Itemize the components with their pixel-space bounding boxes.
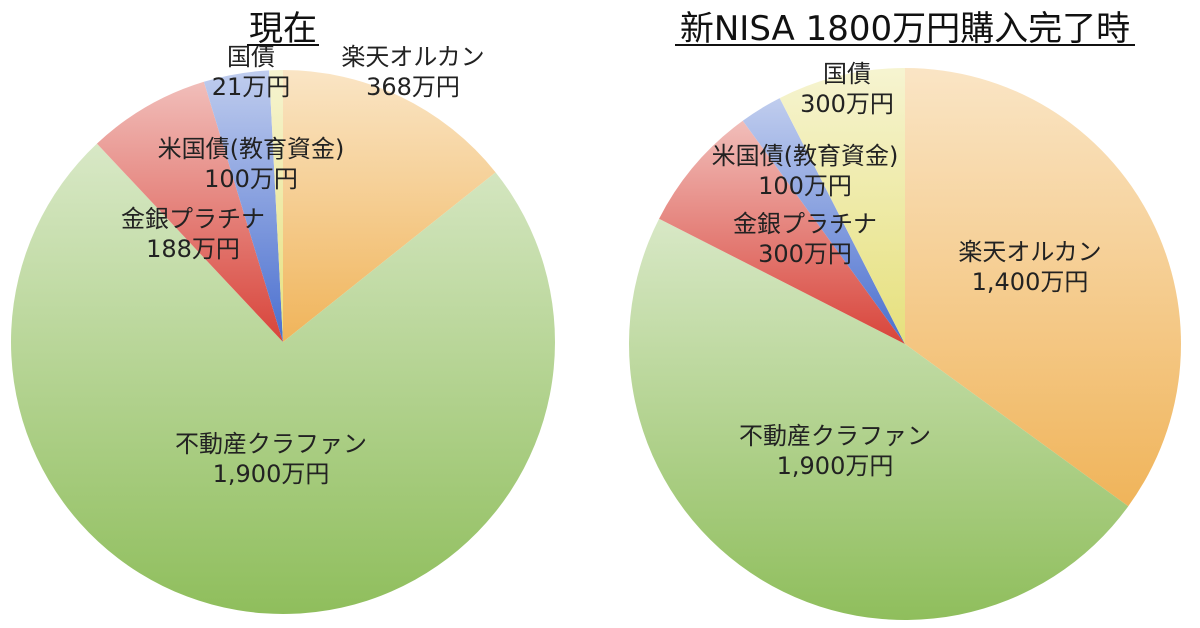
slice-label: 国債 300万円 xyxy=(800,60,894,118)
slice-label: 国債 21万円 xyxy=(212,43,291,101)
slice-value: 100万円 xyxy=(204,165,298,193)
slice-value: 1,400万円 xyxy=(972,268,1089,296)
slice-label: 金銀プラチナ 300万円 xyxy=(733,210,877,268)
slice-value: 100万円 xyxy=(758,172,852,200)
pie-slice xyxy=(203,70,283,343)
slice-name: 米国債(教育資金) xyxy=(712,142,899,170)
slice-name: 不動産クラファン xyxy=(175,430,367,458)
slice-label: 楽天オルカン 368万円 xyxy=(341,43,484,101)
pie-slice xyxy=(779,68,905,344)
slice-label: 不動産クラファン 1,900万円 xyxy=(175,430,367,488)
slice-name: 不動産クラファン xyxy=(739,422,931,450)
slice-value: 300万円 xyxy=(800,90,894,118)
slice-label: 不動産クラファン 1,900万円 xyxy=(739,422,931,480)
slice-name: 金銀プラチナ xyxy=(121,205,265,233)
slice-name: 米国債(教育資金) xyxy=(158,135,345,163)
pie-slice xyxy=(269,70,283,342)
pie-slice xyxy=(628,218,1129,621)
slice-label: 金銀プラチナ 188万円 xyxy=(121,205,265,263)
slice-value: 1,900万円 xyxy=(213,460,330,488)
slice-name: 国債 xyxy=(823,60,871,88)
slice-name: 楽天オルカン xyxy=(958,238,1101,266)
slice-name: 国債 xyxy=(227,43,275,71)
slice-label: 米国債(教育資金) 100万円 xyxy=(158,135,345,193)
slice-value: 300万円 xyxy=(758,240,852,268)
slice-value: 188万円 xyxy=(146,235,240,263)
chart-title: 現在 xyxy=(249,9,317,49)
slice-label: 楽天オルカン 1,400万円 xyxy=(958,238,1101,296)
slice-value: 1,900万円 xyxy=(777,452,894,480)
pie-slice xyxy=(905,68,1182,507)
pie-slice xyxy=(10,143,555,615)
pie-slice xyxy=(742,98,905,344)
chart-title: 新NISA 1800万円購入完了時 xyxy=(680,9,1130,49)
slice-value: 368万円 xyxy=(366,73,460,101)
slice-name: 楽天オルカン xyxy=(341,43,484,71)
slice-label: 米国債(教育資金) 100万円 xyxy=(712,142,899,200)
slice-name: 金銀プラチナ xyxy=(733,210,877,238)
pie-slice xyxy=(96,81,283,342)
pie-slice xyxy=(283,70,496,342)
slice-value: 21万円 xyxy=(212,73,291,101)
pie-slice xyxy=(659,120,905,345)
